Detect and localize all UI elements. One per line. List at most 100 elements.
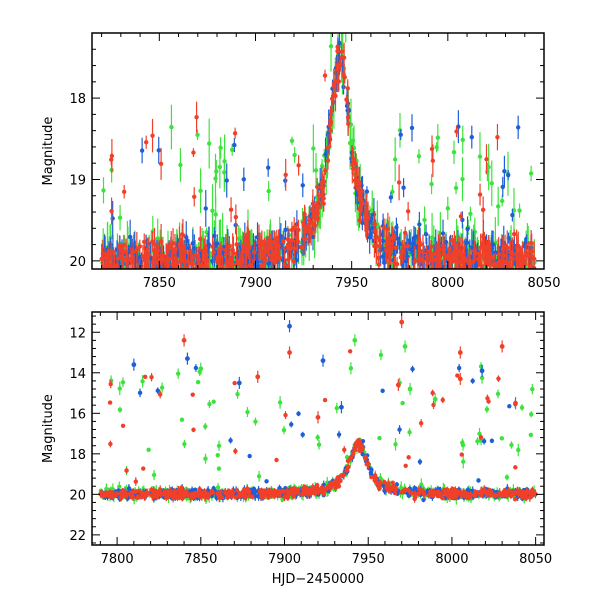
data-point [519, 404, 525, 411]
data-point [172, 495, 177, 500]
data-point [477, 132, 483, 182]
data-point [117, 406, 123, 413]
data-point [512, 271, 516, 289]
data-point [327, 480, 332, 490]
data-point [173, 255, 175, 269]
data-point [313, 152, 319, 188]
data-point [156, 136, 161, 164]
data-point [124, 467, 129, 474]
data-point [460, 157, 465, 202]
data-point [300, 173, 305, 198]
data-point [240, 242, 245, 263]
data-point [155, 490, 160, 500]
data-point [346, 116, 351, 131]
data-point [484, 144, 489, 175]
data-point [496, 250, 502, 269]
data-point [514, 247, 519, 262]
data-point [299, 241, 304, 255]
data-point [335, 40, 340, 54]
data-point [382, 479, 387, 485]
data-point [203, 422, 208, 430]
data-point [433, 240, 438, 267]
data-point [394, 217, 399, 238]
data-point [348, 362, 354, 375]
data-point [268, 490, 273, 498]
data-point [135, 494, 141, 499]
data-point [274, 457, 279, 463]
data-point [316, 440, 322, 450]
data-point [442, 246, 448, 269]
data-point [193, 246, 199, 263]
data-point [179, 417, 185, 422]
data-point [499, 436, 505, 441]
data-point [451, 140, 457, 164]
data-point [190, 253, 195, 264]
data-point [502, 155, 507, 187]
data-point [478, 486, 484, 496]
data-point [392, 255, 397, 269]
data-point [284, 486, 290, 495]
data-point [529, 411, 534, 418]
data-point [470, 378, 475, 384]
data-point [443, 234, 449, 250]
data-point [434, 489, 439, 496]
outlier-point [457, 372, 463, 385]
data-point [417, 458, 423, 465]
data-point [333, 68, 339, 95]
data-point [475, 437, 480, 446]
data-point [226, 488, 232, 494]
data-point [261, 239, 267, 265]
data-point [454, 125, 459, 138]
data-point [274, 229, 279, 247]
data-point [228, 197, 234, 223]
outlier-point [185, 352, 190, 365]
x-tick-label: 7950 [335, 276, 368, 291]
data-point [377, 225, 383, 257]
data-point [489, 251, 494, 263]
data-point [495, 186, 501, 226]
outlier-point [352, 334, 358, 347]
data-point [167, 488, 173, 493]
data-point [476, 478, 481, 483]
data-point [445, 486, 450, 493]
data-point [151, 469, 157, 480]
y-tick-label: 19 [69, 173, 86, 188]
data-point [477, 183, 483, 206]
data-point [203, 189, 208, 227]
data-point [121, 257, 123, 269]
data-point [237, 248, 242, 269]
data-point [418, 487, 423, 496]
data-point [430, 389, 435, 397]
data-point [517, 203, 522, 218]
data-point [216, 493, 222, 499]
data-point [334, 402, 340, 414]
data-point [440, 235, 446, 257]
top-panel-ticks: 7850 7900 7950 8000 8050 18 19 20 [69, 32, 561, 291]
data-point [118, 270, 122, 278]
data-point [179, 259, 182, 269]
data-point [190, 392, 195, 397]
outlier-point [236, 376, 242, 389]
data-point [157, 263, 159, 269]
data-point [296, 155, 301, 176]
data-point [149, 487, 154, 493]
data-point [348, 455, 354, 460]
data-point [168, 240, 173, 250]
data-point [344, 94, 349, 105]
data-point [390, 226, 395, 251]
data-point [454, 244, 460, 268]
data-point [507, 254, 509, 269]
data-point [423, 224, 429, 245]
data-point [243, 492, 249, 501]
data-point [283, 158, 288, 191]
data-point [280, 488, 285, 494]
data-point [330, 91, 335, 106]
data-point [429, 490, 434, 495]
outlier-point [407, 382, 413, 396]
bottom-y-axis-label: Magnitude [41, 394, 56, 463]
data-point [434, 142, 439, 153]
data-point [232, 138, 237, 153]
data-point [490, 491, 495, 496]
data-point [227, 254, 232, 269]
